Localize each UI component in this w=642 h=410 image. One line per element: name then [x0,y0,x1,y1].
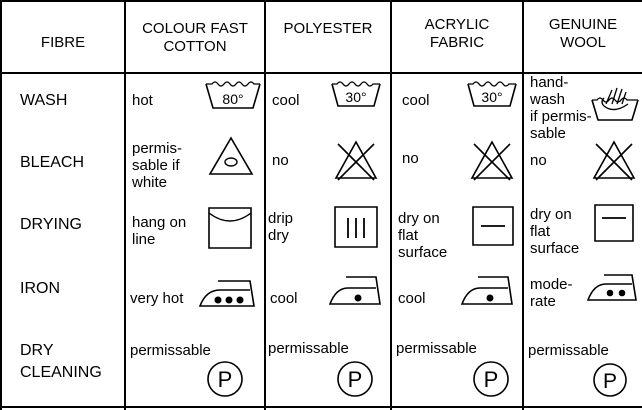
no-bleach-icon [470,138,514,182]
iron-two-dots-icon [586,270,640,302]
column-divider-1 [124,0,126,410]
wash-tub-icon: 30° [466,80,518,108]
row-label-wash: WASH [20,92,68,109]
header-divider [0,72,642,74]
acrylic-iron-text: cool [398,290,426,307]
header-acrylic-fabric: ACRYLIC FABRIC [424,16,490,51]
row-label-bleach: BLEACH [20,154,85,171]
dry-clean-p-icon: P [206,360,244,398]
polyester-bleach-text: no [272,152,289,169]
hand-wash-icon [590,84,640,122]
acrylic-drying-text: dry on flat surface [398,210,448,261]
cotton-bleach-text: permis- sable if white [132,140,183,191]
cotton-wash-text: hot [132,92,153,109]
cotton-wash-temp: 80° [222,91,243,107]
column-divider-3 [390,0,392,410]
polyester-iron-text: cool [270,290,298,307]
acrylic-wash-text: cool [402,92,430,109]
table-bottom-border [0,406,642,408]
iron-three-dots-icon [198,276,260,308]
acrylic-wash-temp: 30° [481,89,502,105]
dry-clean-p-icon: P [592,362,628,398]
wool-iron-text: mode- rate [530,276,573,310]
no-bleach-icon [334,138,378,182]
wool-wash-text: hand- wash if permis- sable [530,74,592,142]
dry-clean-letter: P [218,367,233,392]
column-divider-4 [522,0,524,410]
header-colour-fast-cotton: COLOUR FAST COTTON [142,20,248,55]
wash-tub-icon: 30° [330,80,382,108]
table-left-border [0,0,2,410]
no-bleach-icon [592,138,636,182]
dry-clean-letter: P [348,367,363,392]
row-label-drying: DRYING [20,216,82,233]
cotton-iron-text: very hot [130,290,184,307]
row-label-dry-cleaning: DRY CLEANING [20,342,102,381]
acrylic-dry-cleaning-text: permissable [396,340,477,357]
wool-bleach-text: no [530,152,547,169]
dry-clean-p-icon: P [336,360,374,398]
row-label-iron: IRON [20,280,60,297]
cotton-drying-text: hang on line [132,214,187,248]
dry-flat-icon [594,204,634,242]
drip-dry-icon [334,206,378,248]
iron-one-dot-icon [328,272,384,306]
wool-dry-cleaning-text: permissable [528,342,609,359]
header-polyester: POLYESTER [283,20,373,37]
header-genuine-wool: GENUINE WOOL [548,16,618,51]
polyester-dry-cleaning-text: permissable [268,340,349,357]
dry-clean-letter: P [603,370,617,393]
polyester-wash-temp: 30° [345,89,366,105]
header-fibre: FIBRE [40,34,86,51]
polyester-wash-text: cool [272,92,300,109]
wash-tub-icon: 80° [204,80,262,110]
table-top-border [0,0,642,2]
cotton-dry-cleaning-text: permissable [130,342,211,359]
dry-clean-p-icon: P [472,360,510,398]
line-dry-icon [208,207,252,249]
bleach-triangle-icon [208,136,254,176]
dry-flat-icon [472,206,514,246]
dry-clean-letter: P [484,367,499,392]
wool-drying-text: dry on flat surface [530,206,580,257]
iron-one-dot-icon [460,272,516,306]
polyester-drying-text: drip dry [268,210,294,244]
acrylic-bleach-text: no [402,150,419,167]
column-divider-2 [264,0,266,410]
